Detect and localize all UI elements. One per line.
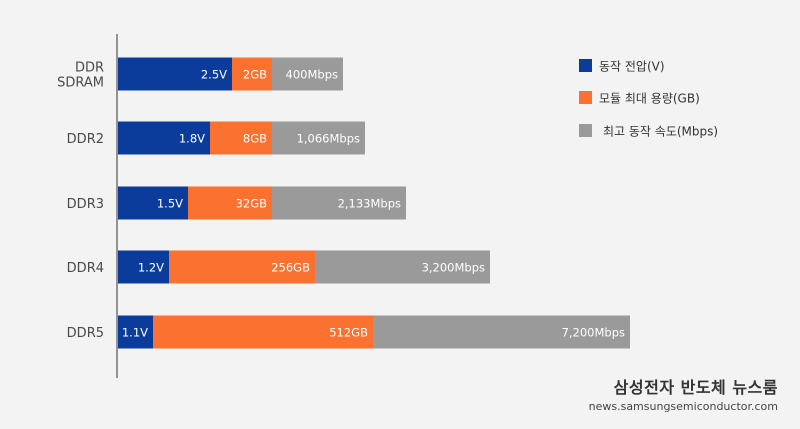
category-label: DDR2 xyxy=(67,132,104,147)
bar-value-label: 1.8V xyxy=(179,132,205,146)
category-label: DDR5 xyxy=(67,326,104,341)
bar-segment xyxy=(188,186,272,220)
legend-label: 동작 전압(V) xyxy=(599,60,665,74)
bar-value-label: 512GB xyxy=(329,326,368,340)
bar-segment xyxy=(315,250,490,284)
bar-value-label: 32GB xyxy=(236,197,268,211)
bar-segment xyxy=(118,57,232,91)
bar-segment xyxy=(210,121,272,155)
bar-segment xyxy=(118,250,169,284)
legend-label: 모듈 최대 용량(GB) xyxy=(599,92,700,106)
bar-segment xyxy=(272,57,343,91)
bar-value-label: 3,200Mbps xyxy=(422,261,485,275)
bar-segment xyxy=(169,250,315,284)
bar-value-label: 400Mbps xyxy=(286,68,338,82)
brand-url: news.samsungsemiconductor.com xyxy=(588,400,778,413)
category-label: DDR4 xyxy=(67,261,104,276)
bar-segment xyxy=(232,57,272,91)
bar-segment xyxy=(272,121,365,155)
brand-title: 삼성전자 반도체 뉴스룸 xyxy=(613,378,778,397)
bar-value-label: 256GB xyxy=(271,261,310,275)
brand-block: 삼성전자 반도체 뉴스룸 news.samsungsemiconductor.c… xyxy=(589,374,778,413)
bar-value-label: 1.2V xyxy=(138,261,164,275)
legend-swatch xyxy=(579,59,592,72)
legend-swatch xyxy=(579,91,592,104)
bar-segment xyxy=(153,315,373,349)
legend-swatch xyxy=(579,124,592,137)
legend-label: 최고 동작 속도(Mbps) xyxy=(603,125,718,139)
category-label: DDR3 xyxy=(67,197,104,212)
bar-value-label: 1.5V xyxy=(157,197,183,211)
bar-segment xyxy=(118,186,188,220)
bar-value-label: 7,200Mbps xyxy=(562,326,625,340)
bar-value-label: 8GB xyxy=(243,132,267,146)
bar-value-label: 1.1V xyxy=(122,326,148,340)
bar-segment xyxy=(373,315,630,349)
bar-segment xyxy=(118,315,153,349)
bar-segment xyxy=(272,186,406,220)
bar-segment xyxy=(118,121,210,155)
bar-value-label: 1,066Mbps xyxy=(297,132,360,146)
bar-value-label: 2GB xyxy=(243,68,267,82)
category-label: DDR SDRAM xyxy=(57,61,104,91)
bar-value-label: 2,133Mbps xyxy=(338,197,401,211)
bar-value-label: 2.5V xyxy=(201,68,227,82)
